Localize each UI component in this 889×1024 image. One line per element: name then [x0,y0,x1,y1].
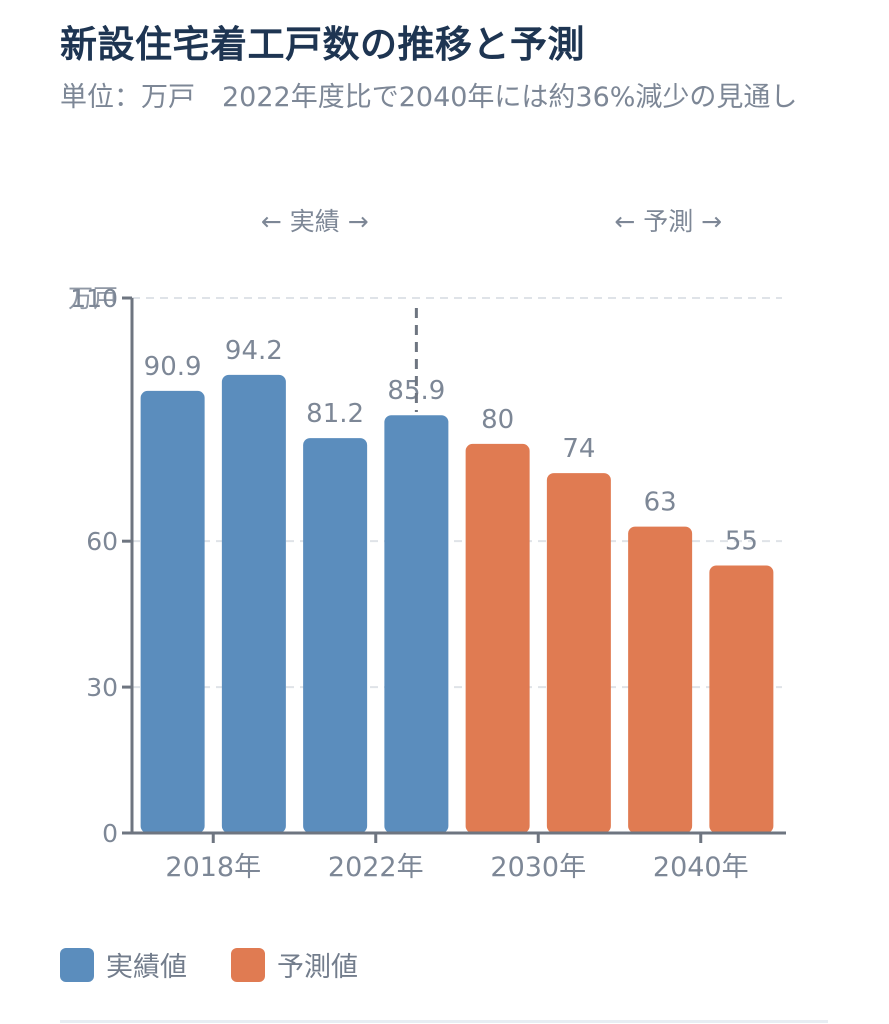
bar-value-label: 80 [481,405,514,435]
bar-value-label: 81.2 [306,399,364,429]
legend-item-forecast[interactable]: 予測値 [231,945,358,984]
legend: 実績値 予測値 [60,945,402,984]
bar-actual [221,374,286,833]
legend-swatch-actual [60,947,94,982]
bar-value-label: 74 [562,434,595,464]
legend-label-forecast: 予測値 [277,952,358,983]
y-axis-unit: 万戸 [68,284,118,313]
legend-item-actual[interactable]: 実績値 [60,945,187,984]
y-tick-label: 30 [86,673,118,702]
x-tick-label: 2030年 [490,852,586,883]
bar-actual [140,390,205,833]
bar-value-label: 94.2 [225,336,283,366]
section-label-forecast: ← 予測 → [614,207,722,236]
bar-forecast [709,565,774,833]
bar-value-label: 55 [725,527,758,557]
bar-forecast [546,473,611,833]
legend-label-actual: 実績値 [106,952,187,983]
x-tick-label: 2040年 [653,852,749,883]
y-tick-label: 0 [102,819,118,848]
y-tick-label: 110 [70,284,118,313]
legend-swatch-forecast [231,947,265,982]
bottom-divider [60,1020,828,1023]
bar-forecast [465,443,530,833]
bar-actual [384,415,449,833]
section-label-actual: ← 実績 → [261,207,369,236]
bar-forecast [628,526,693,833]
bar-value-label: 90.9 [144,352,202,382]
y-tick-label: 60 [86,527,118,556]
bar-actual [303,438,368,833]
chart-subtitle: 単位：万戸 2022年度比で2040年には約36%減少の見通し [60,82,798,113]
chart-title: 新設住宅着工戸数の推移と予測 [60,23,585,66]
x-tick-label: 2022年 [328,852,424,883]
x-tick-label: 2018年 [165,852,261,883]
bar-value-label: 63 [644,488,677,518]
